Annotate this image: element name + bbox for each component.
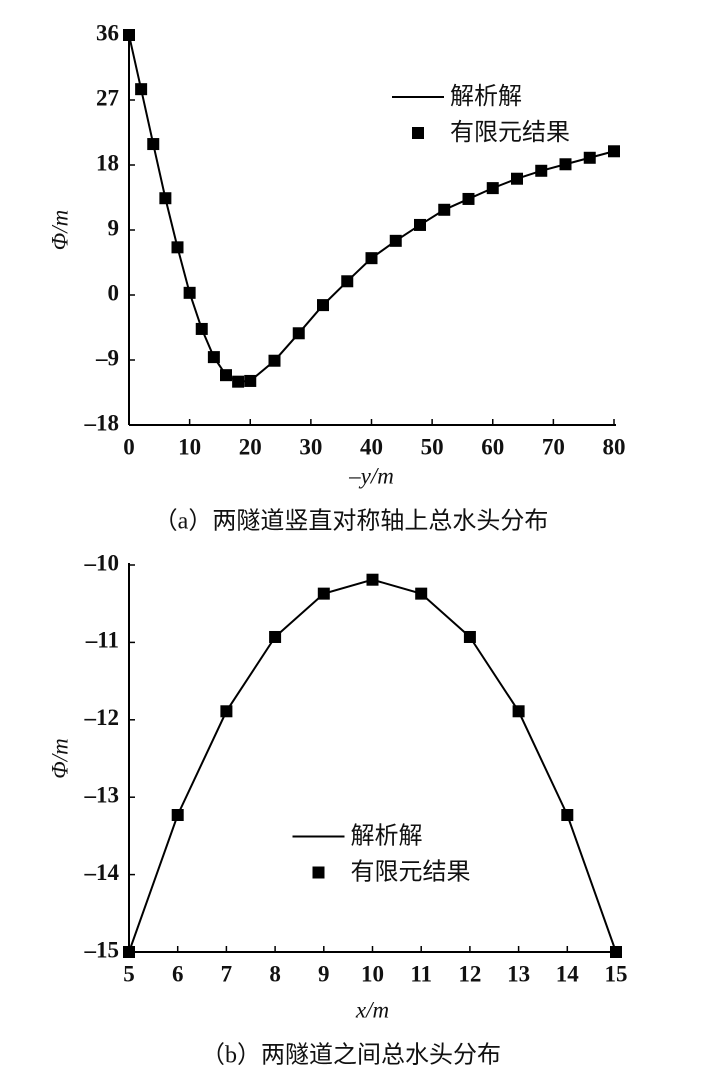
y-tick-label: 0	[108, 280, 120, 305]
fem-marker	[559, 158, 572, 171]
y-tick-label: –9	[95, 345, 119, 370]
y-tick-label: 9	[108, 215, 120, 240]
fem-marker	[171, 241, 184, 254]
x-tick-label: 80	[603, 434, 626, 459]
fem-marker	[438, 203, 451, 216]
fem-marker	[535, 164, 548, 177]
x-tick-label: 10	[178, 434, 201, 459]
x-tick-label: 9	[318, 961, 330, 986]
fem-marker	[159, 192, 172, 205]
x-tick-label: 0	[123, 434, 135, 459]
fem-marker	[317, 299, 329, 312]
fem-marker	[341, 275, 354, 288]
y-tick-label: –10	[84, 550, 120, 575]
x-tick-label: 12	[458, 961, 481, 986]
fem-marker	[220, 705, 233, 718]
fem-marker	[366, 573, 379, 586]
x-tick-label: 13	[507, 961, 530, 986]
y-tick-label: –13	[84, 782, 120, 807]
y-tick-label: –18	[84, 410, 120, 435]
x-tick-label: 50	[421, 434, 444, 459]
x-tick-label: 8	[269, 961, 281, 986]
legend-label: 解析解	[450, 82, 522, 110]
fem-marker	[268, 354, 281, 367]
fem-marker	[512, 705, 525, 718]
analytic-line	[128, 578, 617, 953]
y-tick-label: –11	[85, 628, 119, 653]
x-tick-label: 14	[556, 961, 580, 986]
caption: （b）两隧道之间总水头分布	[201, 1042, 501, 1069]
legend-label: 有限元结果	[351, 858, 471, 886]
legend-marker	[412, 127, 424, 139]
x-tick-label: 60	[481, 434, 504, 459]
fem-marker	[365, 252, 378, 265]
fem-marker	[171, 809, 184, 822]
y-tick-label: 36	[96, 20, 119, 45]
y-tick-label: –12	[84, 705, 120, 730]
fem-marker	[317, 587, 330, 600]
fem-marker	[269, 630, 282, 643]
y-tick-label: 18	[96, 150, 119, 175]
x-tick-label: 11	[410, 961, 432, 986]
fem-marker	[232, 375, 245, 388]
caption: （a）两隧道竖直对称轴上总水头分布	[154, 508, 549, 535]
fem-marker	[561, 809, 574, 822]
fem-marker	[511, 172, 523, 185]
legend-label: 有限元结果	[450, 118, 570, 146]
x-tick-label: 15	[605, 961, 628, 986]
legend-marker	[312, 866, 325, 879]
fem-marker	[486, 182, 499, 195]
x-tick-label: 10	[361, 961, 384, 986]
fem-marker	[207, 351, 220, 364]
x-tick-label: 30	[299, 434, 322, 459]
y-axis-label: Φ/m	[47, 210, 72, 251]
fem-marker	[414, 218, 426, 231]
fem-marker	[415, 587, 428, 600]
x-axis-label: –y/m	[348, 463, 394, 488]
x-tick-label: 7	[221, 961, 233, 986]
y-axis-label: Φ/m	[47, 738, 72, 779]
fem-marker	[462, 192, 475, 205]
x-tick-label: 5	[123, 961, 135, 986]
fem-marker	[608, 145, 620, 158]
fem-marker	[583, 151, 596, 164]
x-axis-label: x/m	[355, 997, 389, 1022]
fem-marker	[292, 327, 305, 340]
fem-marker	[244, 374, 257, 387]
y-tick-label: –15	[84, 937, 120, 962]
fem-marker	[135, 83, 148, 96]
fem-marker	[123, 29, 135, 41]
x-tick-label: 6	[172, 961, 184, 986]
fem-marker	[147, 138, 160, 151]
x-tick-label: 70	[542, 434, 565, 459]
y-tick-label: –14	[84, 860, 120, 885]
fem-marker	[610, 946, 622, 958]
fem-marker	[220, 369, 232, 382]
fem-marker	[463, 630, 476, 643]
y-tick-label: 27	[96, 85, 119, 110]
fem-marker	[195, 322, 208, 335]
legend-label: 解析解	[351, 822, 423, 850]
x-tick-label: 40	[360, 434, 383, 459]
fem-marker	[183, 286, 196, 299]
x-tick-label: 20	[239, 434, 262, 459]
fem-marker	[123, 946, 135, 958]
fem-marker	[389, 234, 402, 247]
